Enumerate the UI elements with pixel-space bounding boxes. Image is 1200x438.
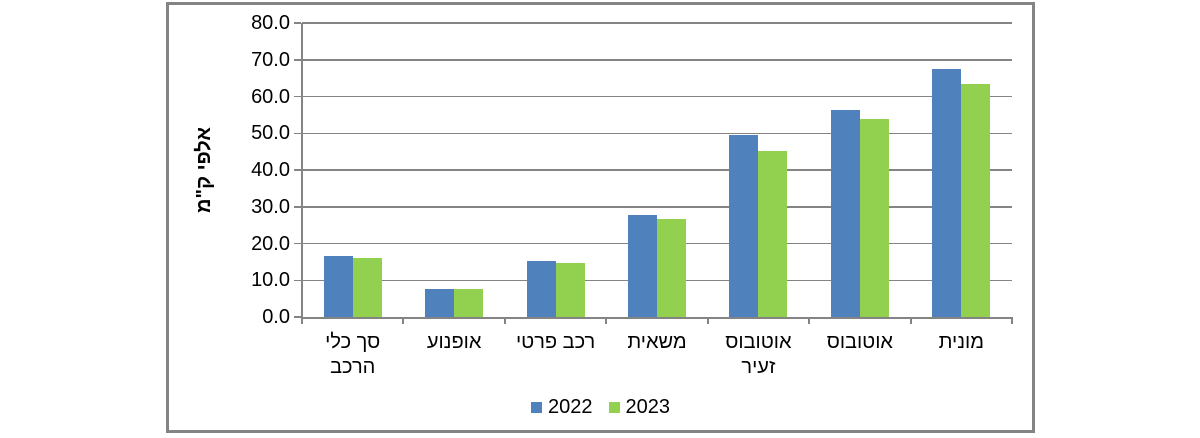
bar-2022-3 bbox=[526, 261, 556, 317]
y-axis-tick-label: 40.0 bbox=[251, 159, 290, 181]
gridline bbox=[302, 206, 1012, 208]
x-axis-label: מונית bbox=[903, 330, 1019, 355]
gridline bbox=[302, 132, 1012, 134]
y-axis-tick bbox=[294, 169, 301, 171]
x-axis-tick bbox=[808, 317, 811, 324]
bar-2023-6 bbox=[859, 118, 889, 317]
legend-item-2022: 2022 bbox=[531, 396, 593, 419]
bar-2022-6 bbox=[830, 110, 860, 317]
x-axis-label-line: מונית bbox=[938, 331, 984, 353]
x-axis-label-line: סך כלי bbox=[325, 331, 381, 353]
x-axis-label-line: הרכב bbox=[330, 356, 376, 378]
y-axis-tick-label: 20.0 bbox=[251, 232, 290, 255]
legend-label-2023: 2023 bbox=[625, 396, 671, 418]
y-axis-tick-label: 30.0 bbox=[251, 195, 290, 218]
y-axis-tick bbox=[294, 279, 301, 281]
gridline bbox=[302, 22, 1012, 24]
plot-area bbox=[169, 5, 1032, 430]
bar-2023-5 bbox=[758, 150, 788, 317]
x-axis-label-line: אוטובוס bbox=[725, 331, 792, 353]
bar-2022-4 bbox=[628, 215, 657, 317]
y-axis-labels: 80.0 70.0 60.0 50.0 40.0 30.0 20.0 10.0 0.0 bbox=[169, 5, 1032, 430]
y-axis-tick-label: 80.0 bbox=[251, 12, 290, 34]
y-axis-tick bbox=[294, 132, 301, 134]
y-axis-line bbox=[301, 23, 303, 319]
x-axis-label-line: זעיר bbox=[741, 356, 776, 378]
y-axis-tick bbox=[294, 316, 301, 318]
x-axis-label: משאית bbox=[599, 330, 715, 355]
x-axis-label-line: אופנוע bbox=[426, 331, 482, 353]
gridline bbox=[302, 59, 1012, 61]
x-axis-label-line: אוטובוס bbox=[826, 331, 893, 353]
y-axis-tick bbox=[294, 59, 301, 61]
chart-frame: אלפי ק"מ 80.0 70.0 60.0 50.0 40.0 30.0 20.0 10.… bbox=[166, 2, 1035, 433]
x-axis-label: רכב פרטי bbox=[498, 330, 614, 355]
y-axis-tick-label: 0.0 bbox=[262, 306, 290, 328]
x-axis-label: אופנוע bbox=[396, 330, 512, 355]
y-axis-tick-label: 60.0 bbox=[251, 85, 290, 108]
x-axis-tick bbox=[1011, 317, 1013, 324]
legend: 2022 2023 bbox=[169, 396, 1032, 419]
bar-2022-2 bbox=[425, 289, 455, 317]
y-axis-tick bbox=[294, 206, 301, 208]
bar-2023-4 bbox=[657, 218, 686, 317]
x-axis-label: אוטובוס bbox=[802, 330, 918, 355]
x-axis-tick bbox=[503, 317, 506, 324]
y-axis-tick-label: 70.0 bbox=[251, 48, 290, 71]
bar-2022-5 bbox=[729, 135, 759, 317]
gridline bbox=[302, 95, 1012, 98]
x-axis-label-line: רכב פרטי bbox=[515, 331, 596, 353]
legend-item-2023: 2023 bbox=[608, 396, 671, 419]
bar-2023-3 bbox=[555, 263, 585, 317]
bar-2022-7 bbox=[932, 68, 962, 317]
bar-2023-1 bbox=[352, 258, 382, 317]
x-axis-label-line: משאית bbox=[627, 331, 687, 353]
legend-label-2022: 2022 bbox=[548, 396, 593, 418]
x-axis-line bbox=[301, 317, 1013, 319]
y-axis-tick-label: 10.0 bbox=[251, 269, 290, 292]
x-axis-label: סך כלי הרכב bbox=[295, 330, 411, 380]
legend-swatch-2022 bbox=[531, 402, 542, 413]
bar-2023-2 bbox=[454, 289, 484, 317]
legend-swatch-2023 bbox=[608, 402, 620, 413]
x-axis-tick bbox=[706, 317, 709, 324]
x-axis-tick bbox=[402, 317, 405, 324]
x-axis-label: אוטובוס זעיר bbox=[700, 330, 816, 380]
x-axis-tick bbox=[605, 317, 608, 324]
bar-2023-7 bbox=[961, 83, 991, 317]
bar-2022-1 bbox=[323, 256, 353, 317]
y-axis-tick bbox=[294, 95, 301, 98]
y-axis-tick bbox=[294, 242, 301, 245]
x-axis-tick bbox=[909, 317, 912, 324]
gridline bbox=[302, 169, 1012, 171]
x-axis-labels: סך כלי הרכב אופנוע רכב פרטי משאית אוטובוס זעיר… bbox=[169, 5, 1032, 430]
y-axis-tick bbox=[294, 22, 301, 24]
y-axis-tick-label: 50.0 bbox=[251, 122, 290, 145]
x-axis-tick bbox=[301, 317, 303, 324]
